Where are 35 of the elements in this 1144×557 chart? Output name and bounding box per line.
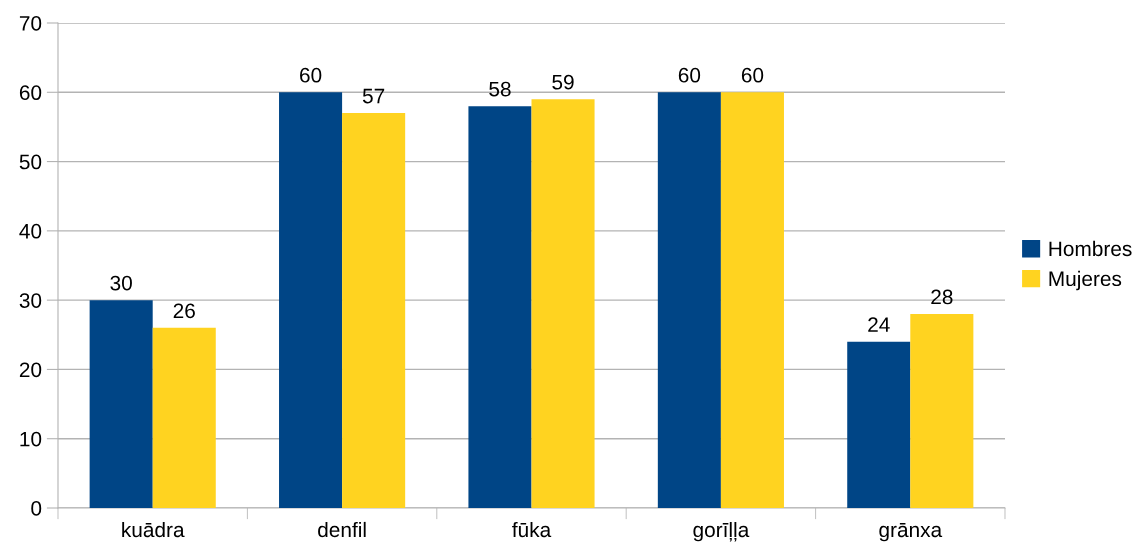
y-tick-label: 10	[20, 431, 42, 447]
y-tick-label: 70	[19, 16, 42, 31]
data-label: 60	[678, 67, 701, 83]
bar	[89, 300, 153, 508]
data-label: 60	[741, 67, 764, 83]
x-tick-label: fūka	[512, 521, 552, 538]
y-tick-label: 20	[19, 362, 42, 378]
y-tick-label: 0	[31, 501, 42, 516]
x-tick-label: denfil	[318, 521, 366, 538]
y-tick-label: 30	[19, 293, 42, 308]
bar	[342, 113, 406, 508]
x-tick-label: kuādra	[122, 521, 185, 538]
x-tick-label: grānxa	[879, 523, 943, 542]
data-label: 26	[173, 303, 195, 319]
data-label: 58	[489, 81, 511, 97]
legend-label: Mujeres	[1049, 270, 1122, 291]
bar	[279, 92, 343, 508]
bar	[657, 92, 721, 508]
y-tick-label: 50	[19, 154, 42, 170]
y-tick-label: 40	[19, 223, 42, 239]
bar	[152, 327, 216, 508]
data-label: 60	[300, 67, 322, 83]
legend-label: Hombres	[1049, 240, 1132, 257]
bar	[468, 106, 532, 508]
bar	[910, 314, 974, 508]
data-label: 28	[931, 289, 953, 305]
data-label: 30	[110, 275, 132, 291]
data-label: 57	[362, 88, 385, 104]
bar	[531, 99, 595, 508]
x-tick-label: gorīļļa	[693, 521, 750, 542]
data-label: 24	[868, 317, 890, 332]
data-label: 59	[552, 74, 574, 90]
bar	[720, 92, 784, 508]
bar	[847, 341, 911, 508]
y-tick-label: 60	[19, 85, 42, 101]
